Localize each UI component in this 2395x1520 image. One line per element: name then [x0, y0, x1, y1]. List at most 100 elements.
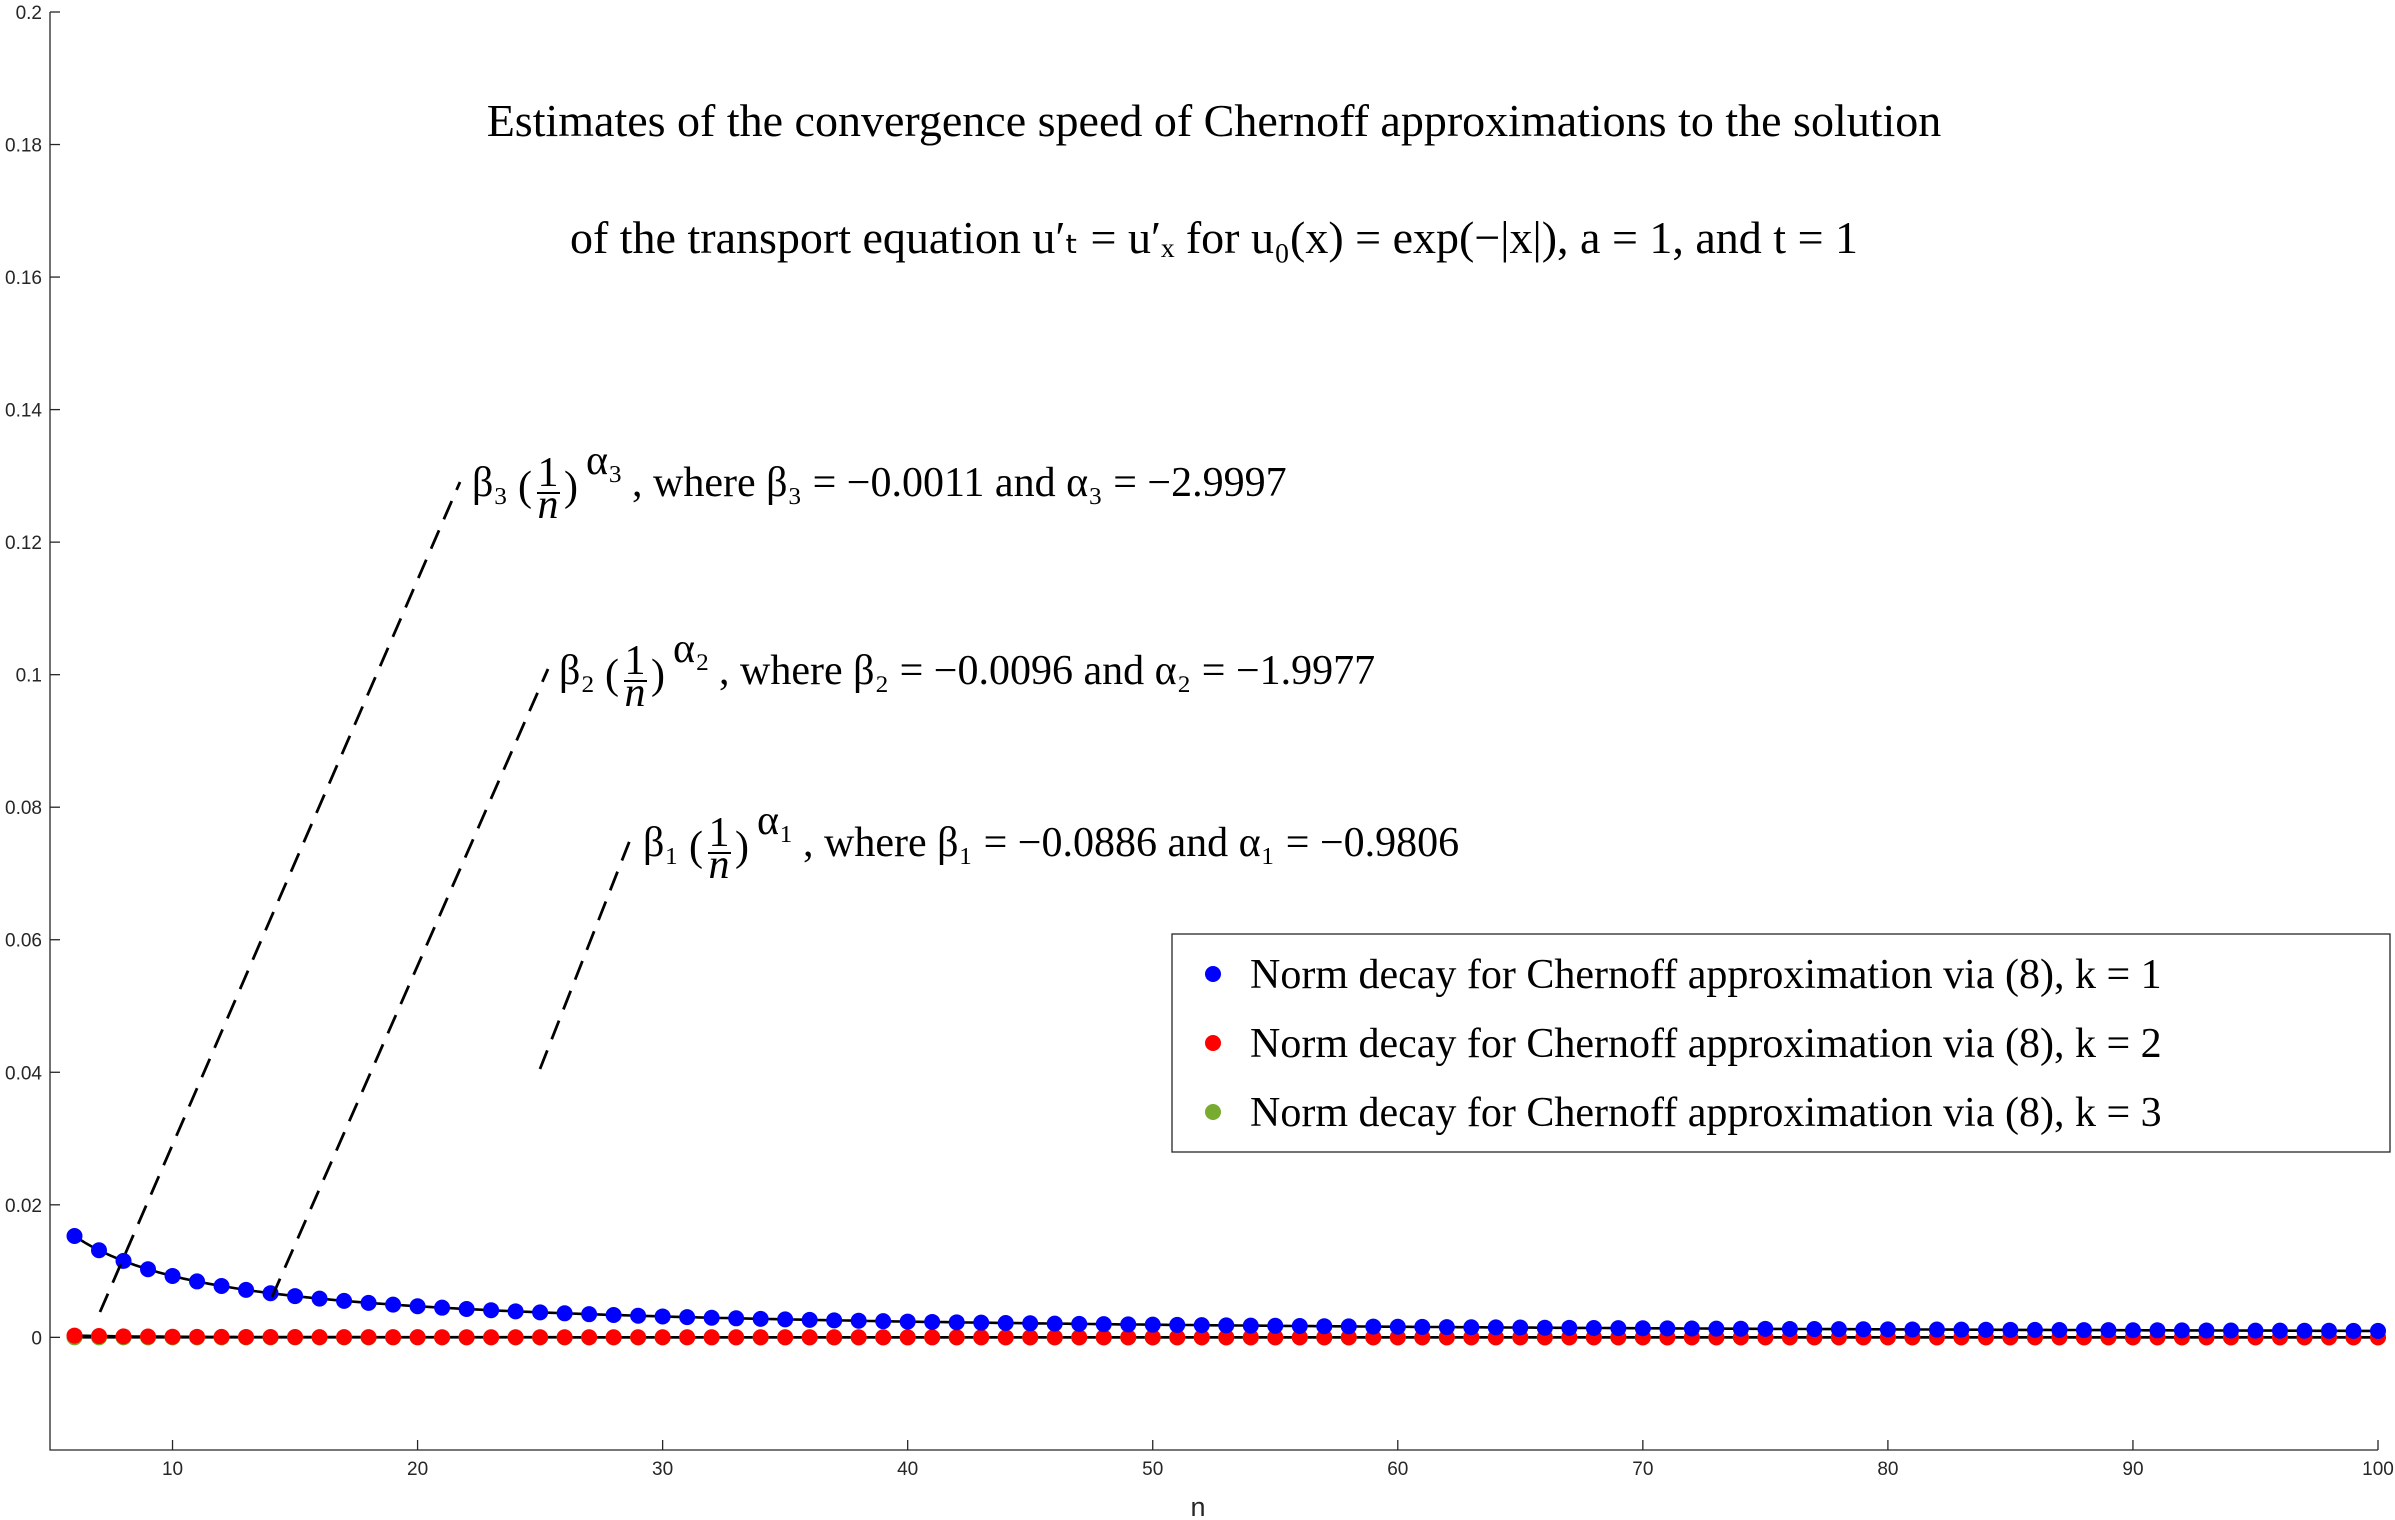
- x-axis-label: n: [1190, 1492, 1205, 1520]
- data-point-k2: [1291, 1329, 1308, 1346]
- data-point-k1: [1977, 1321, 1994, 1338]
- data-point-k1: [360, 1294, 377, 1311]
- chart-title: Estimates of the convergence speed of Ch…: [487, 95, 1942, 263]
- legend-marker-k3: [1205, 1104, 1221, 1120]
- annotation-paren-left: (: [605, 652, 619, 698]
- data-point-k2: [1046, 1329, 1063, 1346]
- y-tick-label: 0.06: [5, 931, 42, 952]
- data-point-k2: [1340, 1329, 1357, 1346]
- data-point-k1: [1659, 1320, 1676, 1337]
- data-point-k2: [66, 1327, 83, 1344]
- data-point-k1: [1365, 1318, 1382, 1335]
- data-point-k1: [679, 1309, 696, 1326]
- x-tick-label: 50: [1142, 1459, 1163, 1480]
- data-point-k1: [1708, 1320, 1725, 1337]
- data-point-k2: [360, 1329, 377, 1346]
- data-point-k2: [1022, 1329, 1039, 1346]
- data-point-k2: [997, 1329, 1014, 1346]
- data-point-k2: [483, 1329, 500, 1346]
- annotation-2: β₂(1n)α₂, where β₂ = −0.0096 and α₂ = −1…: [559, 626, 1375, 716]
- data-point-k1: [973, 1314, 990, 1331]
- x-tick-label: 80: [1877, 1459, 1898, 1480]
- data-point-k2: [556, 1329, 573, 1346]
- x-tick-label: 90: [2122, 1459, 2143, 1480]
- annotation-frac-den: n: [709, 842, 730, 888]
- data-point-k1: [1904, 1321, 1921, 1338]
- data-point-k1: [1879, 1321, 1896, 1338]
- data-point-k1: [1830, 1321, 1847, 1338]
- data-point-k2: [875, 1329, 892, 1346]
- data-point-k2: [532, 1329, 549, 1346]
- data-point-k2: [703, 1329, 720, 1346]
- data-point-k1: [2124, 1322, 2141, 1339]
- data-point-k1: [850, 1312, 867, 1329]
- legend-label-k1: Norm decay for Chernoff approximation vi…: [1250, 952, 2162, 998]
- annotation-frac-num: 1: [625, 638, 646, 684]
- data-point-k2: [164, 1328, 181, 1345]
- annotation-1: β₁(1n)α₁, where β₁ = −0.0886 and α₁ = −0…: [643, 798, 1459, 888]
- data-point-k1: [997, 1314, 1014, 1331]
- data-point-k1: [287, 1288, 304, 1305]
- data-point-k1: [1095, 1316, 1112, 1333]
- y-tick-label: 0.08: [5, 798, 42, 819]
- data-point-k2: [311, 1329, 328, 1346]
- data-point-k1: [409, 1298, 426, 1315]
- data-point-k2: [385, 1329, 402, 1346]
- data-point-k1: [1536, 1319, 1553, 1336]
- data-point-k1: [1463, 1319, 1480, 1336]
- data-point-k2: [1316, 1329, 1333, 1346]
- data-point-k2: [91, 1328, 108, 1345]
- data-point-k2: [679, 1329, 696, 1346]
- data-point-k1: [2320, 1322, 2337, 1339]
- data-point-k1: [2100, 1322, 2117, 1339]
- data-point-k1: [2149, 1322, 2166, 1339]
- data-point-k1: [1193, 1317, 1210, 1334]
- data-point-k2: [899, 1329, 916, 1346]
- data-point-k1: [1414, 1318, 1431, 1335]
- data-point-k1: [1046, 1315, 1063, 1332]
- title-line-2: of the transport equation u′ₜ = u′ₓ for …: [570, 212, 1858, 263]
- title-line-1: Estimates of the convergence speed of Ch…: [487, 95, 1942, 146]
- annotation-text: , where β₃ = −0.0011 and α₃ = −2.9997: [632, 460, 1287, 506]
- annotation-frac-num: 1: [709, 810, 730, 856]
- y-tick-label: 0.04: [5, 1063, 42, 1084]
- data-point-k1: [826, 1312, 843, 1329]
- data-point-k1: [630, 1307, 647, 1324]
- data-point-k2: [850, 1329, 867, 1346]
- data-point-k2: [924, 1329, 941, 1346]
- data-point-k2: [581, 1329, 598, 1346]
- annotation-leaders: [98, 481, 632, 1313]
- y-tick-label: 0.12: [5, 533, 42, 554]
- data-point-k1: [703, 1309, 720, 1326]
- data-point-k1: [507, 1303, 524, 1320]
- data-point-k1: [899, 1313, 916, 1330]
- data-point-k1: [2247, 1322, 2264, 1339]
- annotation-exponent: α₂: [673, 626, 710, 672]
- data-point-k2: [458, 1329, 475, 1346]
- axes: 10 20 30 40 50 60 70 80 90 100 0 0.02 0.04 0.06 0.08 0.…: [5, 3, 2394, 1520]
- data-point-k1: [164, 1267, 181, 1284]
- x-tick-label: 60: [1387, 1459, 1408, 1480]
- data-point-k1: [581, 1306, 598, 1323]
- x-tick-label: 70: [1632, 1459, 1653, 1480]
- data-point-k2: [1193, 1329, 1210, 1346]
- data-point-k1: [1855, 1321, 1872, 1338]
- data-point-k1: [2198, 1322, 2215, 1339]
- data-point-k1: [458, 1301, 475, 1318]
- y-tick-label: 0.2: [16, 3, 42, 24]
- data-point-k2: [654, 1329, 671, 1346]
- data-point-k1: [1242, 1317, 1259, 1334]
- data-point-k1: [1806, 1321, 1823, 1338]
- data-point-k1: [728, 1310, 745, 1327]
- data-point-k2: [801, 1329, 818, 1346]
- data-point-k1: [1291, 1318, 1308, 1335]
- data-point-k2: [1095, 1329, 1112, 1346]
- data-point-k1: [213, 1278, 230, 1295]
- annotation-paren-right: ): [651, 652, 665, 698]
- data-point-k2: [213, 1328, 230, 1345]
- data-point-k1: [777, 1311, 794, 1328]
- data-point-k1: [1267, 1317, 1284, 1334]
- data-point-k1: [66, 1228, 83, 1245]
- data-point-k1: [532, 1304, 549, 1321]
